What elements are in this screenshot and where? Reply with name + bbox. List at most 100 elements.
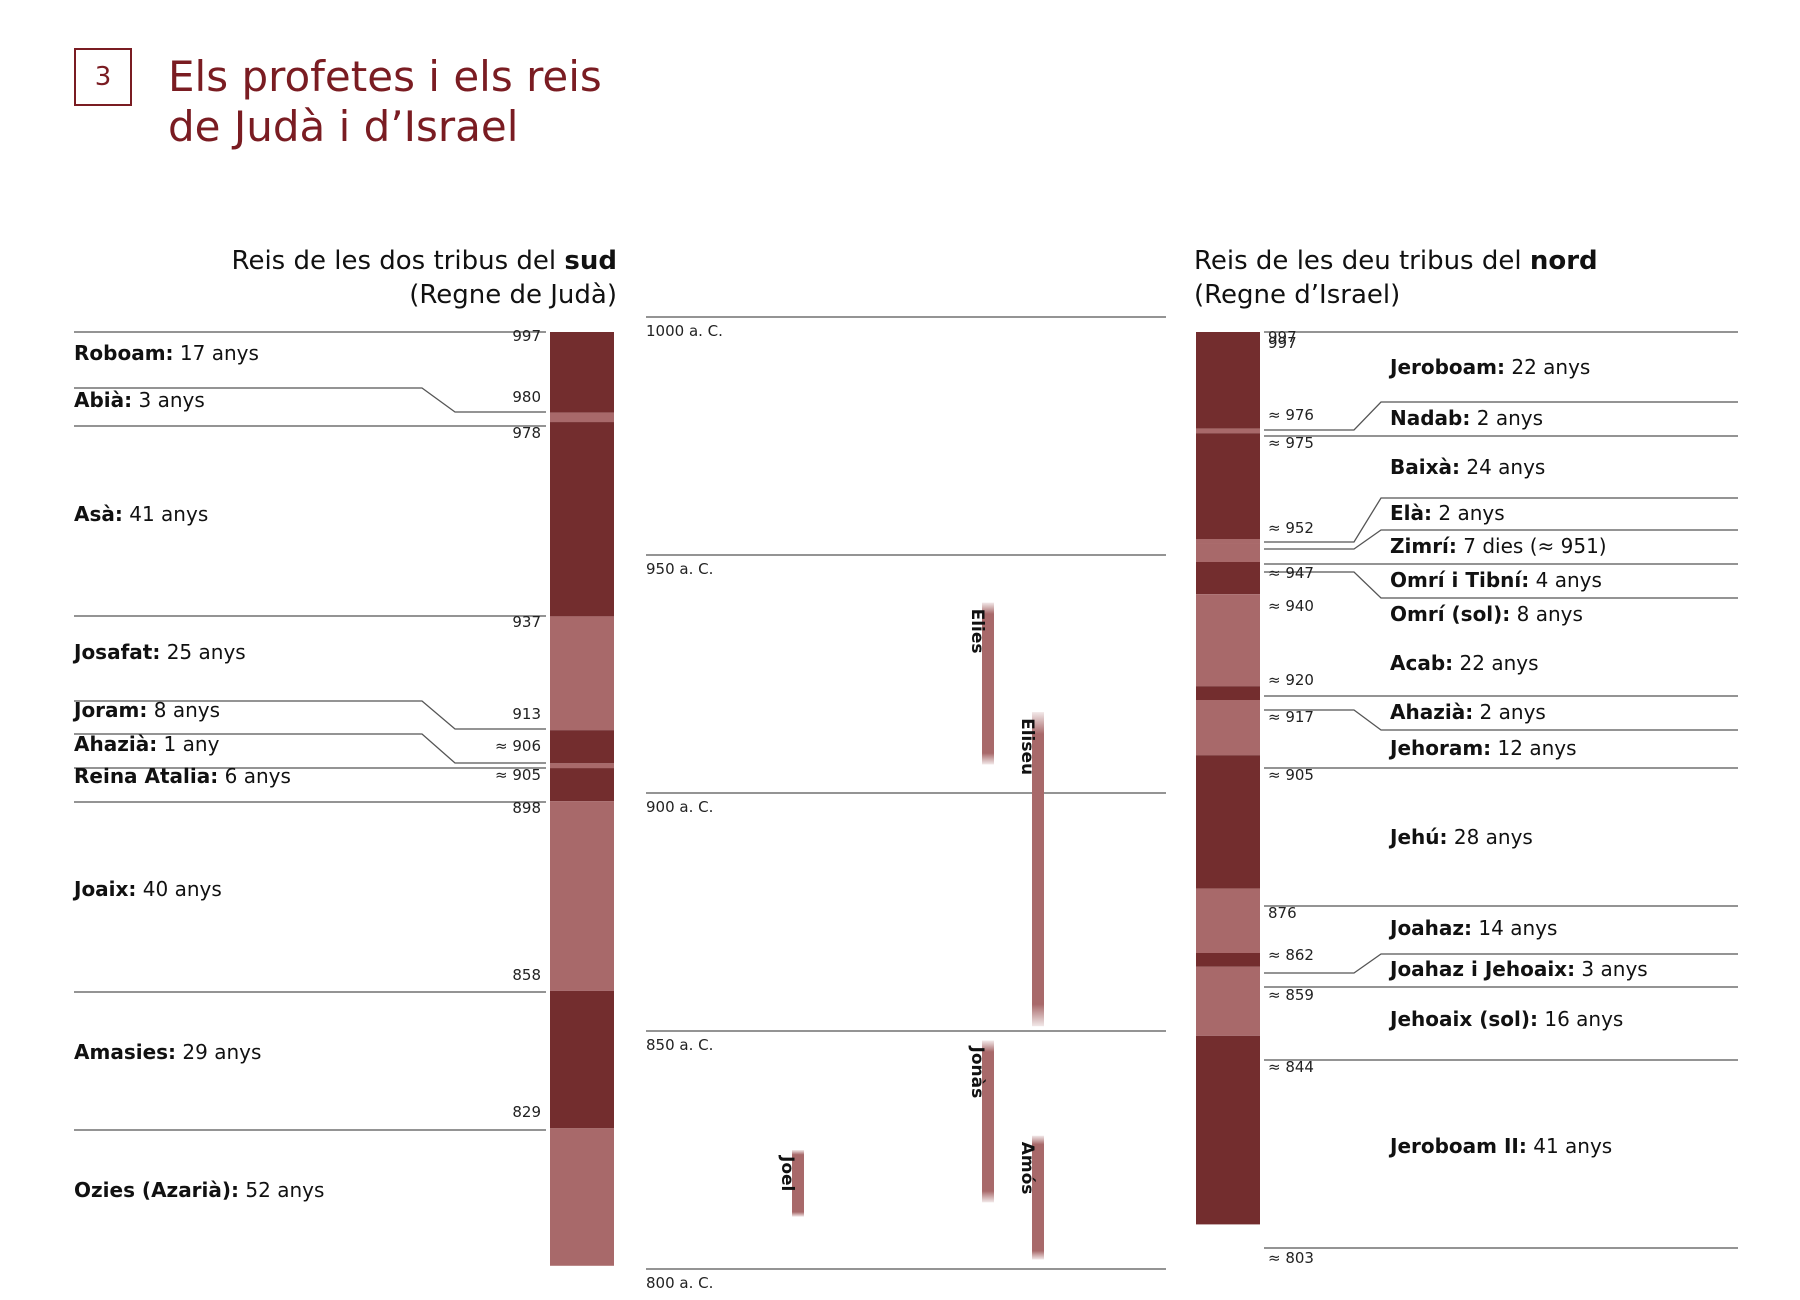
north-subheading: (Regne d’Israel)	[1194, 280, 1401, 310]
north-reign-segment	[1196, 966, 1260, 1036]
page-title-line-2: de Judà i d’Israel	[168, 102, 519, 151]
king-name: Reina Atalia:	[74, 764, 218, 788]
south-heading-text: Reis de les dos tribus del	[231, 246, 565, 276]
south-reign-segment	[550, 801, 614, 991]
north-kingdom-column: Jeroboam: 22 anys 997 Nadab: 2 anys ≈ 976 Ba…	[1196, 328, 1738, 1267]
king-name: Jehú:	[1388, 825, 1447, 849]
king-name: Baixà:	[1390, 455, 1460, 479]
king-duration: 14 anys	[1472, 916, 1557, 940]
page-number-box: 3	[74, 48, 132, 106]
south-separator-connector	[74, 733, 546, 764]
north-year-label: ≈ 940	[1268, 597, 1314, 615]
king-duration: 4 anys	[1529, 568, 1602, 592]
king-duration: 41 anys	[123, 502, 208, 526]
king-duration: 40 anys	[136, 877, 221, 901]
central-timeline: 1000 a. C. 950 a. C. 900 a. C. 850 a. C. 800…	[646, 316, 1166, 1292]
king-name: Amasies:	[74, 1040, 176, 1064]
south-start-year: 980	[512, 388, 541, 406]
king-duration: 1 any	[157, 732, 219, 756]
prophet-bar	[792, 1150, 804, 1217]
timeline-tick-label: 850 a. C.	[646, 1036, 713, 1054]
king-name: Abià:	[74, 388, 132, 412]
south-kingdom-column: Roboam: 17 anys 997 Abià: 3 anys 980 Asà: 41…	[72, 327, 614, 1266]
king-duration: 8 anys	[1510, 602, 1583, 626]
north-king-label: Jeroboam II: 41 anys	[1388, 1134, 1612, 1158]
south-reign-segment	[550, 730, 614, 764]
south-king-label: Ahazià: 1 any	[74, 732, 220, 756]
king-name: Josafat:	[72, 640, 160, 664]
south-subheading: (Regne de Judà)	[409, 280, 617, 310]
page-title: Els profetes i els reis de Judà i d’Isra…	[168, 52, 602, 152]
north-heading-line: Reis de les deu tribus del nord	[1194, 244, 1598, 278]
king-name: Ahazià:	[1390, 700, 1473, 724]
south-king-label: Josafat: 25 anys	[72, 640, 246, 664]
north-king-label: Ahazià: 2 anys	[1390, 700, 1546, 724]
south-separator-connector	[74, 700, 546, 730]
king-duration: 7 dies (≈ 951)	[1457, 534, 1607, 558]
king-duration: 28 anys	[1447, 825, 1532, 849]
king-duration: 17 anys	[174, 341, 259, 365]
king-name: Joahaz:	[1388, 916, 1472, 940]
king-name: Joaix:	[72, 877, 136, 901]
south-start-year: 978	[512, 424, 541, 442]
north-separator-connector	[1264, 571, 1738, 599]
timeline-tick-label: 900 a. C.	[646, 798, 713, 816]
king-name: Joram:	[72, 698, 147, 722]
north-year-label: ≈ 917	[1268, 708, 1314, 726]
prophet-bar	[1032, 712, 1044, 1027]
north-year-label: ≈ 952	[1268, 519, 1314, 537]
south-heading-line: Reis de les dos tribus del sud	[232, 244, 617, 278]
south-king-label: Abià: 3 anys	[74, 388, 205, 412]
north-king-label: Joahaz i Jehoaix: 3 anys	[1388, 957, 1648, 981]
king-duration: 41 anys	[1527, 1134, 1612, 1158]
south-reign-segment	[550, 990, 614, 1129]
king-duration: 22 anys	[1505, 355, 1590, 379]
south-start-year: ≈ 905	[495, 766, 541, 784]
king-name: Jehoram:	[1388, 736, 1491, 760]
south-start-year: ≈ 906	[495, 737, 541, 755]
north-king-label: Zimrí: 7 dies (≈ 951)	[1390, 534, 1607, 558]
king-name: Zimrí:	[1390, 534, 1457, 558]
south-reign-segment	[550, 763, 614, 769]
king-name: Ozies (Azarià):	[74, 1178, 239, 1202]
north-year-label: ≈ 920	[1268, 671, 1314, 689]
north-year-label: ≈ 844	[1268, 1058, 1314, 1076]
king-duration: 2 anys	[1432, 501, 1505, 525]
north-heading: Reis de les deu tribus del nord (Regne d…	[1194, 244, 1598, 312]
north-year-label: 997	[1268, 334, 1297, 352]
king-duration: 2 anys	[1470, 406, 1543, 430]
north-king-label: Jehoaix (sol): 16 anys	[1388, 1007, 1623, 1031]
king-name: Elà:	[1390, 501, 1432, 525]
south-king-label: Amasies: 29 anys	[74, 1040, 261, 1064]
prophet-label: Joel	[777, 1155, 797, 1191]
north-king-label: Acab: 22 anys	[1390, 651, 1539, 675]
south-king-label: Joram: 8 anys	[72, 698, 220, 722]
king-name: Ahazià:	[74, 732, 157, 756]
king-duration: 22 anys	[1453, 651, 1538, 675]
north-separator-connector	[1264, 709, 1738, 731]
south-start-year: 898	[512, 799, 541, 817]
king-name: Acab:	[1390, 651, 1453, 675]
south-start-year: 829	[512, 1103, 541, 1121]
north-reign-segment	[1196, 700, 1260, 756]
south-king-label: Asà: 41 anys	[74, 502, 208, 526]
north-reign-segment	[1196, 562, 1260, 595]
north-year-label: ≈ 803	[1268, 1249, 1314, 1267]
king-name: Asà:	[74, 502, 123, 526]
prophet-label: Eliseu	[1017, 718, 1037, 775]
timeline-tick-label: 1000 a. C.	[646, 322, 723, 340]
south-king-label: Ozies (Azarià): 52 anys	[74, 1178, 324, 1202]
north-separator-connector	[1264, 401, 1738, 431]
king-name: Nadab:	[1390, 406, 1470, 430]
king-name: Joahaz i Jehoaix:	[1388, 957, 1575, 981]
north-reign-segment	[1196, 428, 1260, 434]
south-start-year: 997	[512, 327, 541, 345]
south-king-label: Joaix: 40 anys	[72, 877, 222, 901]
north-reign-segment	[1196, 953, 1260, 967]
north-year-label: ≈ 862	[1268, 946, 1314, 964]
north-reign-segment	[1196, 888, 1260, 953]
south-start-year: 858	[512, 966, 541, 984]
north-reign-segment	[1196, 686, 1260, 700]
north-king-label: Joahaz: 14 anys	[1388, 916, 1557, 940]
